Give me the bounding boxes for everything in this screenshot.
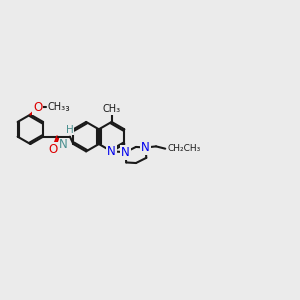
Text: O: O <box>33 101 42 114</box>
Text: CH₂CH₃: CH₂CH₃ <box>167 144 200 153</box>
Text: O: O <box>49 143 58 156</box>
Text: CH₃: CH₃ <box>103 104 121 114</box>
Text: CH₃: CH₃ <box>48 102 66 112</box>
Text: CH₃: CH₃ <box>49 101 70 114</box>
Text: N: N <box>107 145 116 158</box>
Text: N: N <box>121 146 130 159</box>
Text: N: N <box>59 139 68 152</box>
Text: H: H <box>66 125 74 135</box>
Text: N: N <box>141 141 150 154</box>
